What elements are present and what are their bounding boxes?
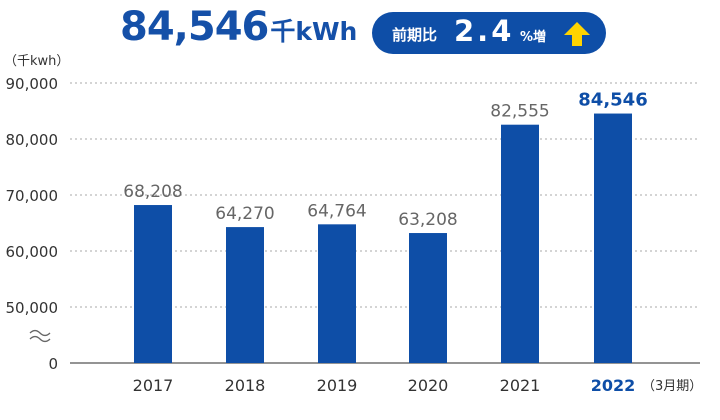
y-tick-label: 50,000	[6, 299, 59, 317]
x-axis-unit-label: （3月期）	[642, 379, 702, 394]
bar-value-label: 63,208	[398, 210, 457, 230]
y-tick-label: 80,000	[6, 131, 59, 149]
bar-2018	[226, 227, 264, 363]
bar-2019	[318, 224, 356, 363]
bar-2017	[134, 205, 172, 363]
bar-2020	[409, 233, 447, 363]
x-tick-label: 2021	[500, 376, 541, 395]
y-tick-label: 90,000	[6, 75, 59, 93]
bar-value-label: 82,555	[490, 102, 549, 122]
bar-2021	[501, 124, 539, 363]
x-tick-label: 2020	[408, 376, 449, 395]
headline-value: 84,546	[120, 4, 269, 50]
up-arrow-icon	[564, 22, 590, 46]
bar-value-label: 84,546	[578, 90, 647, 111]
badge-value: 2.4	[454, 14, 515, 48]
y-tick-label: 0	[48, 355, 58, 373]
y-tick-label: 60,000	[6, 243, 59, 261]
bar-value-label: 64,764	[307, 201, 366, 221]
x-tick-label: 2019	[317, 376, 358, 395]
x-tick-label: 2022	[591, 376, 636, 395]
y-axis-label: （千kwh）	[4, 54, 69, 69]
yoy-badge: 前期比 2.4 %増	[372, 12, 606, 54]
badge-suffix: %増	[520, 30, 547, 45]
bar-value-label: 64,270	[215, 204, 274, 224]
headline-unit: 千kWh	[270, 17, 358, 46]
y-tick-label: 70,000	[6, 187, 59, 205]
axis-break-icon	[29, 329, 51, 343]
x-tick-label: 2018	[225, 376, 266, 395]
x-tick-label: 2017	[133, 376, 174, 395]
bar-2022	[594, 113, 632, 364]
bar-value-label: 68,208	[123, 182, 182, 202]
badge-label: 前期比	[392, 26, 438, 44]
headline: 84,546千kWh	[120, 4, 357, 60]
